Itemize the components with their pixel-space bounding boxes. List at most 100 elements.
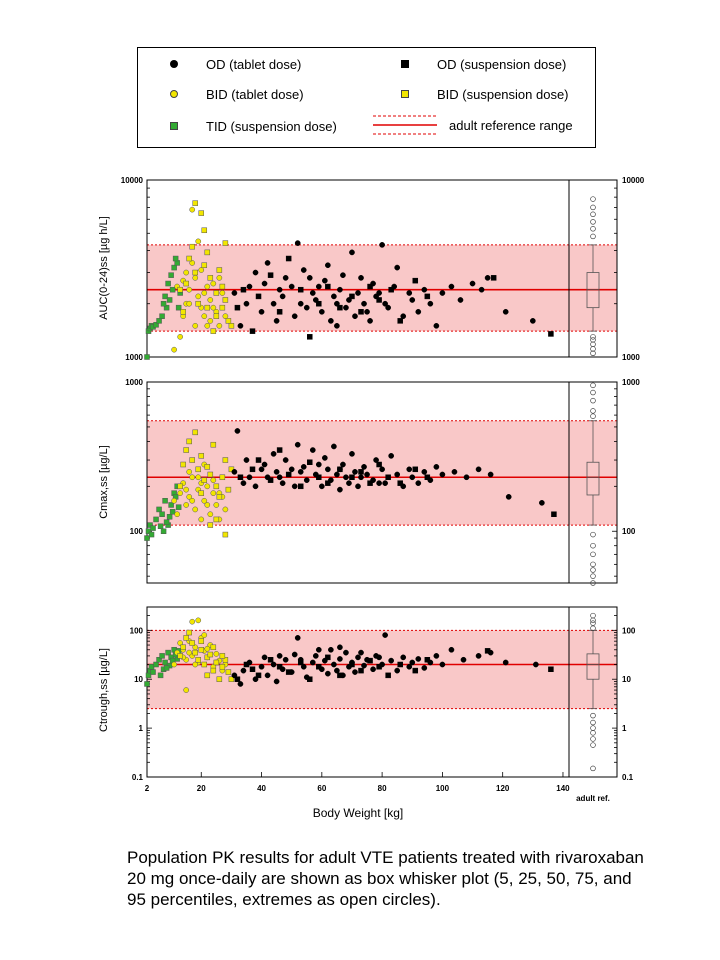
data-point (180, 309, 186, 315)
data-point (192, 200, 198, 206)
data-point (276, 447, 283, 453)
data-point (349, 451, 355, 457)
data-point (207, 471, 214, 478)
data-point (321, 455, 328, 461)
data-point (475, 466, 482, 473)
data-point (424, 474, 431, 481)
data-point (207, 297, 214, 303)
data-point (195, 466, 201, 473)
y-axis-label: Ctrough,ss [µg/L] (98, 648, 110, 732)
data-point (216, 322, 223, 329)
data-point (210, 280, 217, 287)
outlier-point (590, 617, 596, 624)
outlier-point (590, 712, 596, 719)
y-tick-label: 100 (130, 527, 144, 536)
data-point (358, 667, 364, 674)
data-point (156, 506, 162, 513)
data-point (228, 323, 235, 329)
y-tick-label-right: 1000 (622, 353, 640, 362)
data-point (210, 490, 217, 496)
data-point (300, 663, 307, 670)
data-point (156, 657, 162, 663)
data-point (448, 646, 455, 653)
data-point (309, 447, 316, 453)
data-point (180, 461, 186, 468)
data-point (201, 313, 208, 320)
data-point (388, 286, 394, 293)
data-point (334, 471, 340, 478)
data-point (222, 657, 229, 663)
data-point (316, 663, 322, 670)
data-point (297, 469, 304, 475)
data-point (340, 272, 346, 279)
data-point (285, 255, 292, 262)
y-tick-label: 10 (134, 675, 143, 684)
data-point (204, 322, 211, 329)
data-point (367, 283, 373, 290)
data-point (406, 466, 413, 473)
data-point (409, 659, 416, 666)
data-point (448, 283, 455, 290)
data-point (469, 280, 476, 287)
outlier-point (590, 219, 596, 225)
data-point (325, 670, 331, 677)
data-point (148, 663, 155, 670)
data-point (204, 464, 211, 470)
data-point (219, 474, 226, 481)
data-point (219, 663, 226, 670)
data-point (409, 474, 416, 481)
data-point (255, 672, 262, 679)
x-axis-label: Body Weight [kg] (313, 806, 404, 820)
legend-label: OD (suspension dose) (437, 57, 567, 72)
data-point (385, 474, 391, 481)
data-point (424, 293, 431, 300)
outlier-point (590, 389, 596, 396)
data-point (490, 275, 497, 281)
square-marker-icon (170, 122, 178, 130)
data-point (163, 304, 170, 311)
data-point (189, 243, 195, 250)
data-point (219, 290, 226, 296)
data-point (192, 269, 198, 276)
data-point (172, 255, 179, 262)
data-point (394, 264, 401, 271)
plot-frame (146, 179, 618, 358)
data-point (186, 286, 193, 293)
data-point (484, 275, 491, 281)
data-point (321, 277, 328, 284)
data-point (288, 283, 295, 290)
x-tick-label: 140 (556, 784, 570, 793)
data-point (355, 483, 361, 490)
data-point (144, 681, 150, 687)
data-point (288, 466, 295, 473)
outlier-point (590, 765, 596, 772)
data-point (376, 654, 382, 661)
x-tick-label: 80 (378, 784, 387, 793)
outlier-point (590, 573, 596, 579)
data-point (433, 322, 440, 329)
data-point (201, 477, 208, 483)
data-point (264, 260, 271, 266)
data-point (367, 318, 373, 324)
data-point (406, 663, 413, 670)
data-point (222, 457, 229, 463)
data-point (433, 464, 440, 470)
square-marker-icon (401, 60, 409, 68)
data-point (331, 293, 337, 300)
data-point (240, 480, 247, 487)
data-point (294, 441, 301, 448)
data-point (258, 663, 265, 670)
data-point (294, 635, 301, 641)
data-point (343, 304, 349, 311)
outlier-point (590, 736, 596, 742)
data-point (234, 428, 241, 434)
data-point (201, 497, 208, 504)
caption: Population PK results for adult VTE pati… (127, 848, 644, 909)
data-point (463, 474, 470, 481)
data-point (246, 474, 253, 481)
data-point (166, 297, 173, 303)
data-point (388, 453, 395, 459)
y-axis-label: Cmax,ss [µg/L] (98, 445, 110, 519)
data-point (222, 240, 229, 246)
data-point (307, 459, 313, 465)
